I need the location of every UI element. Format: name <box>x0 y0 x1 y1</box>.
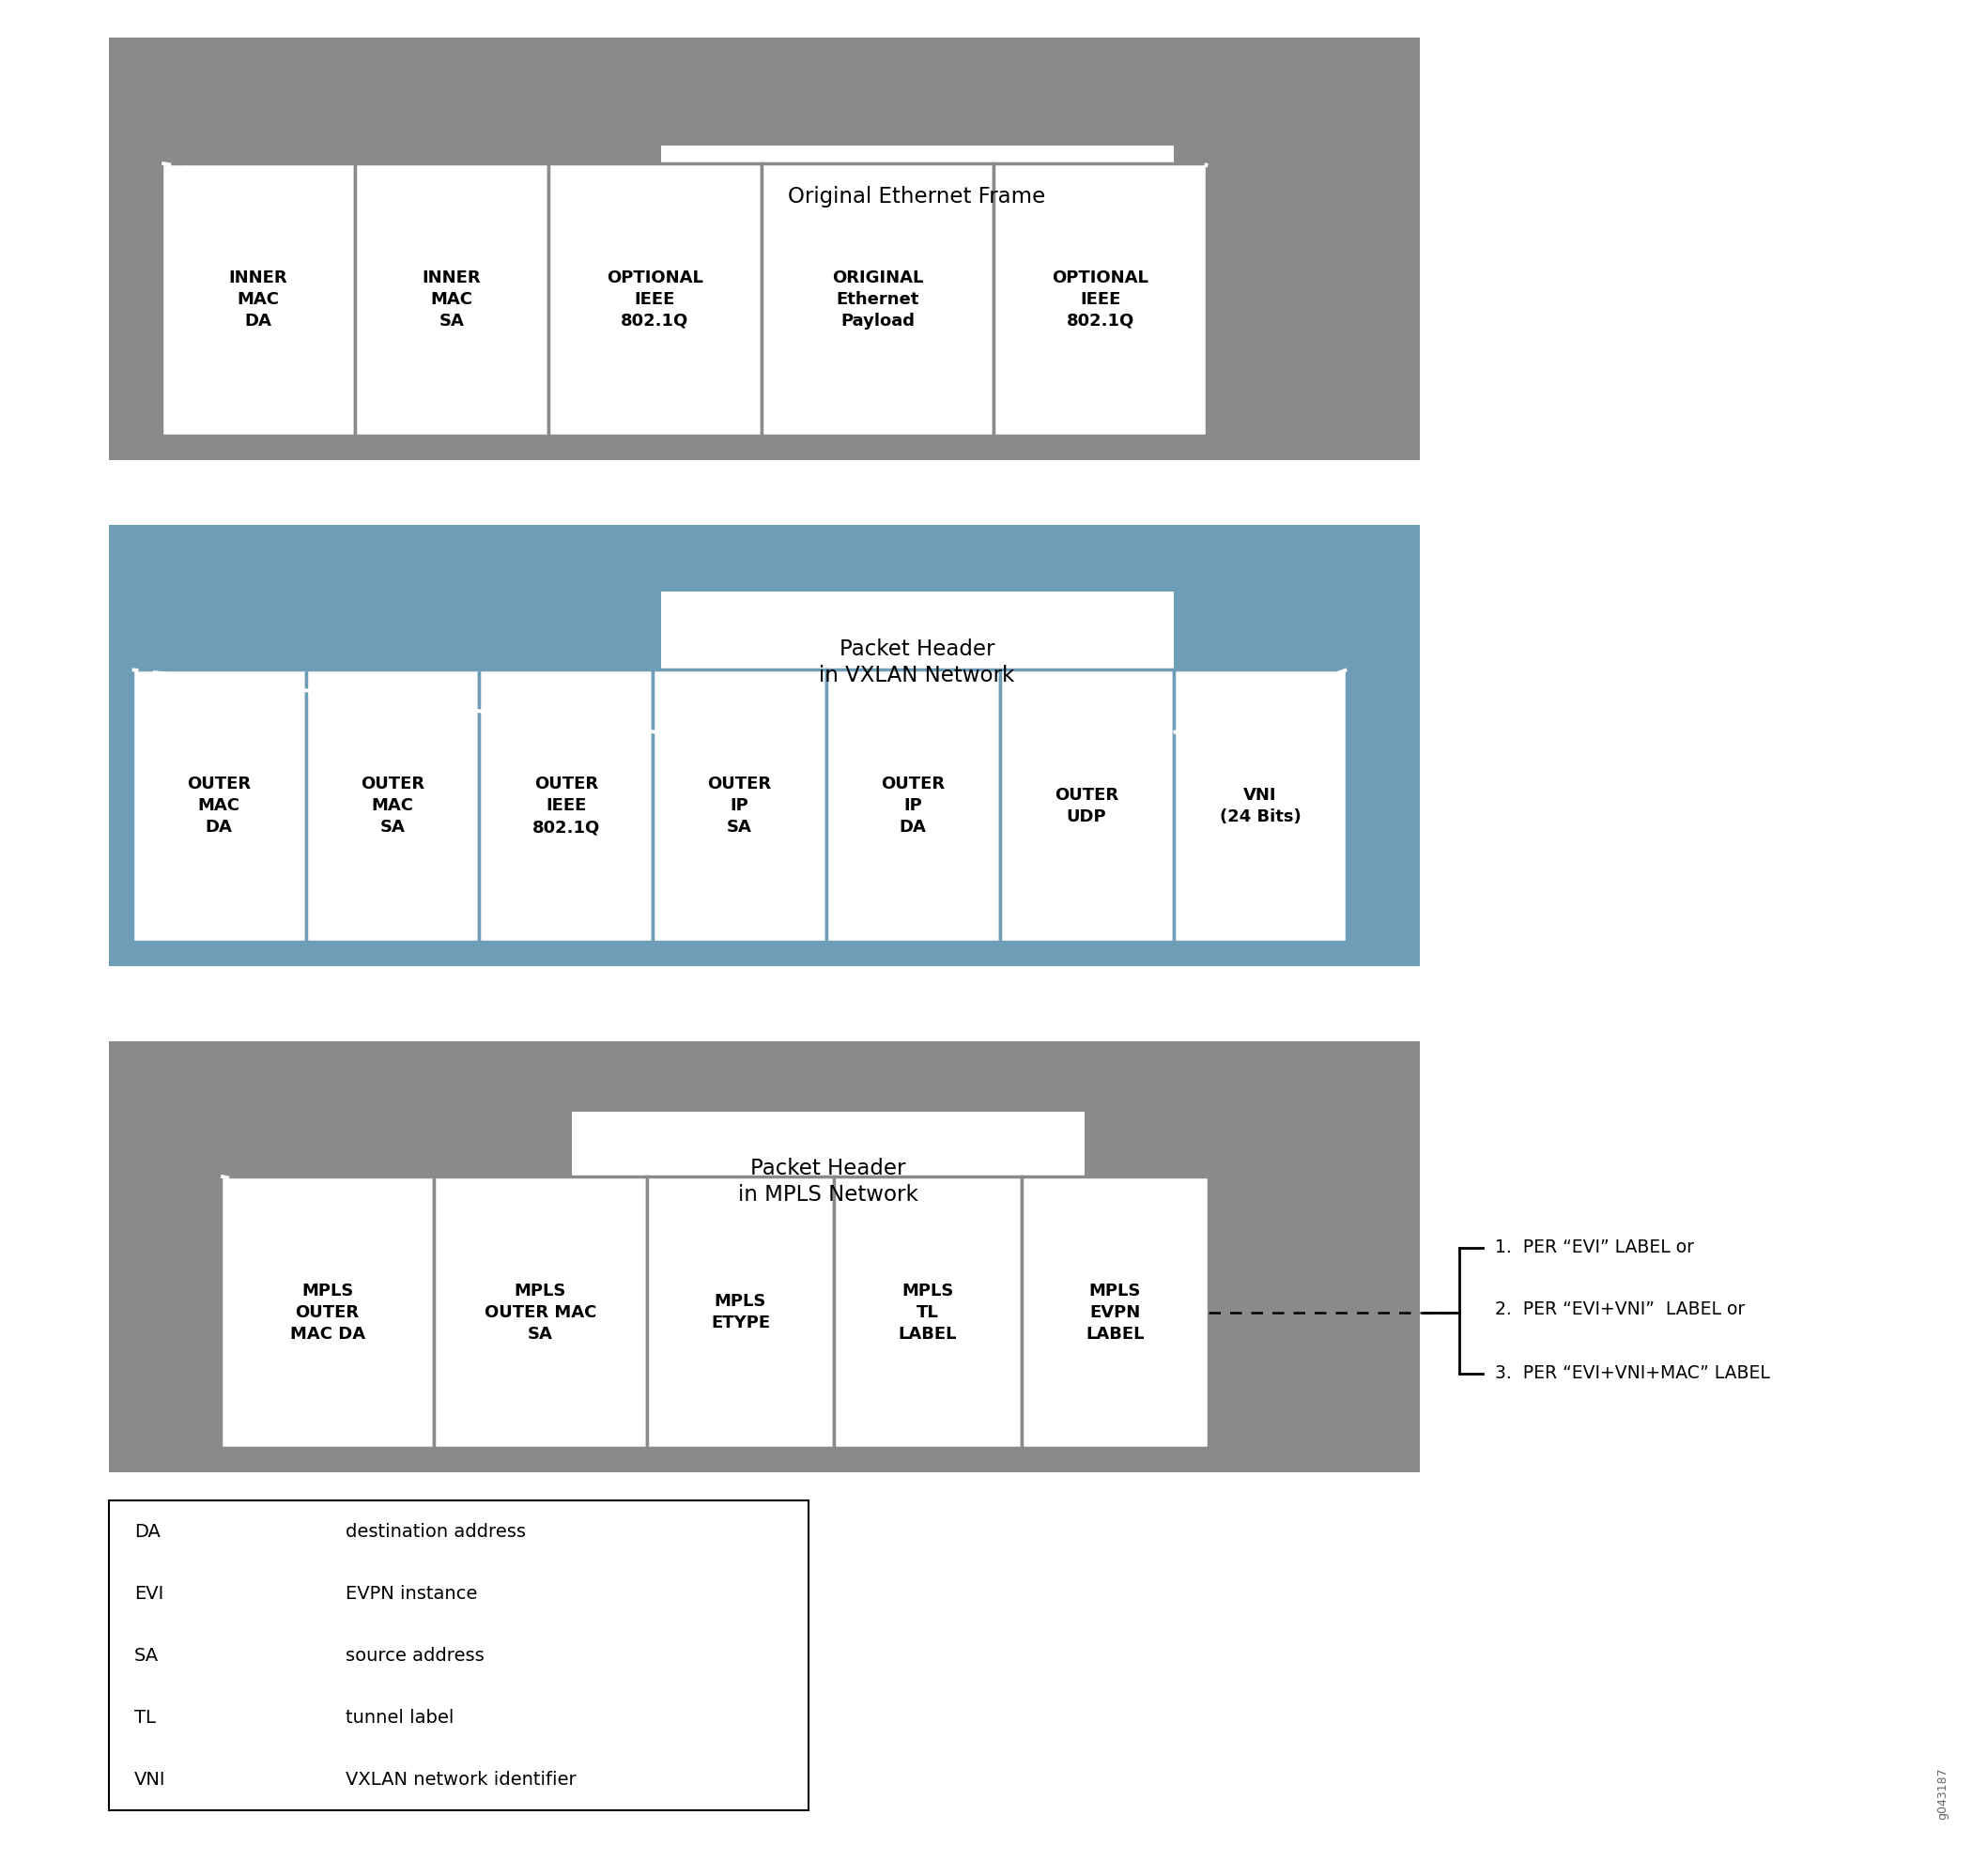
Text: 3.  PER “EVI+VNI+MAC” LABEL: 3. PER “EVI+VNI+MAC” LABEL <box>1495 1364 1769 1383</box>
Text: tunnel label: tunnel label <box>345 1709 454 1726</box>
Bar <box>994 163 1207 435</box>
Text: OPTIONAL
IEEE
802.1Q: OPTIONAL IEEE 802.1Q <box>607 270 702 328</box>
Bar <box>108 38 1420 460</box>
Text: INNER
MAC
SA: INNER MAC SA <box>422 270 481 328</box>
Text: EVPN instance: EVPN instance <box>345 1585 477 1602</box>
Bar <box>661 593 1173 732</box>
Bar <box>834 1176 1021 1448</box>
Text: Packet Header
in VXLAN Network: Packet Header in VXLAN Network <box>818 638 1016 687</box>
Text: MPLS
EVPN
LABEL: MPLS EVPN LABEL <box>1087 1283 1144 1341</box>
Bar <box>108 1041 1420 1473</box>
Bar <box>434 1176 647 1448</box>
Bar <box>1000 670 1173 942</box>
Text: ORIGINAL
Ethernet
Payload: ORIGINAL Ethernet Payload <box>832 270 923 328</box>
Text: DA: DA <box>134 1523 160 1540</box>
Bar <box>1173 670 1347 942</box>
Text: OUTER
MAC
DA: OUTER MAC DA <box>187 777 250 835</box>
Bar <box>108 525 1420 966</box>
Text: TL: TL <box>134 1709 156 1726</box>
Bar <box>479 670 653 942</box>
Text: EVI: EVI <box>134 1585 164 1602</box>
Text: VNI
(24 Bits): VNI (24 Bits) <box>1219 786 1302 825</box>
Text: SA: SA <box>134 1647 158 1664</box>
Text: OUTER
UDP: OUTER UDP <box>1055 786 1118 825</box>
Bar <box>761 163 994 435</box>
Text: OUTER
MAC
SA: OUTER MAC SA <box>361 777 424 835</box>
Text: VNI: VNI <box>134 1771 166 1788</box>
Text: 2.  PER “EVI+VNI”  LABEL or: 2. PER “EVI+VNI” LABEL or <box>1495 1300 1745 1319</box>
Text: Packet Header
in MPLS Network: Packet Header in MPLS Network <box>738 1157 919 1206</box>
Text: source address: source address <box>345 1647 483 1664</box>
Text: Original Ethernet Frame: Original Ethernet Frame <box>789 186 1045 208</box>
Bar <box>572 1111 1085 1253</box>
Bar <box>221 1176 434 1448</box>
Text: MPLS
TL
LABEL: MPLS TL LABEL <box>899 1283 956 1341</box>
Text: g043187: g043187 <box>1937 1767 1948 1820</box>
Bar <box>162 163 355 435</box>
Bar <box>306 670 479 942</box>
Bar <box>355 163 548 435</box>
Text: OUTER
IEEE
802.1Q: OUTER IEEE 802.1Q <box>532 777 599 835</box>
Bar <box>653 670 826 942</box>
Bar <box>132 670 306 942</box>
Text: OUTER
IP
DA: OUTER IP DA <box>881 777 945 835</box>
Bar <box>661 144 1173 248</box>
Text: VXLAN network identifier: VXLAN network identifier <box>345 1771 576 1788</box>
Bar <box>548 163 761 435</box>
Text: OPTIONAL
IEEE
802.1Q: OPTIONAL IEEE 802.1Q <box>1053 270 1148 328</box>
Text: MPLS
OUTER
MAC DA: MPLS OUTER MAC DA <box>290 1283 365 1341</box>
Bar <box>1021 1176 1209 1448</box>
Bar <box>826 670 1000 942</box>
Text: 1.  PER “EVI” LABEL or: 1. PER “EVI” LABEL or <box>1495 1238 1694 1257</box>
Bar <box>108 1501 809 1810</box>
Bar <box>647 1176 834 1448</box>
Text: destination address: destination address <box>345 1523 525 1540</box>
Text: MPLS
ETYPE: MPLS ETYPE <box>710 1293 771 1332</box>
Text: INNER
MAC
DA: INNER MAC DA <box>229 270 288 328</box>
Text: MPLS
OUTER MAC
SA: MPLS OUTER MAC SA <box>485 1283 596 1341</box>
Text: OUTER
IP
SA: OUTER IP SA <box>708 777 771 835</box>
